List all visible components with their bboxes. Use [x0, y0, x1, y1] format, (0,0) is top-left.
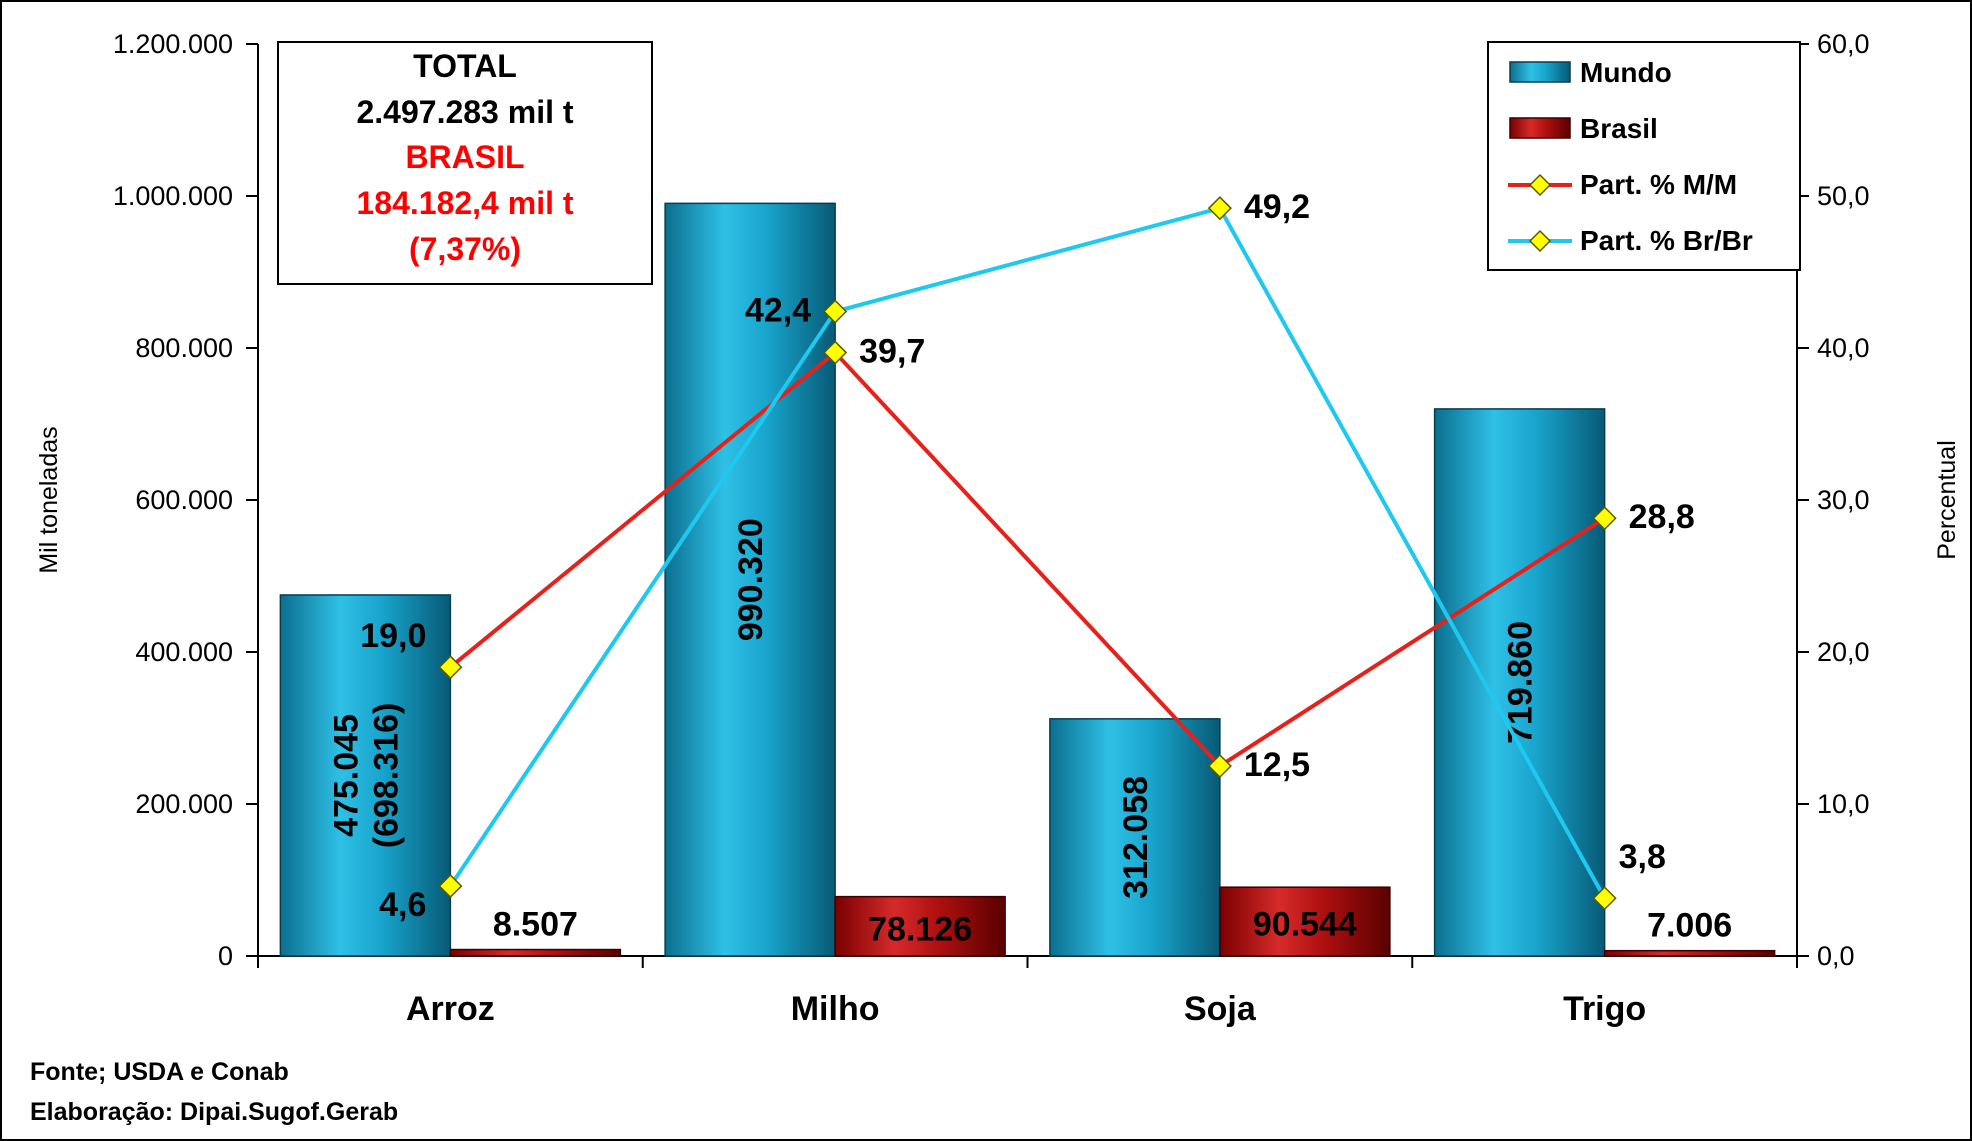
bar-label-mundo-arroz: 475.045 (698.316) [327, 703, 405, 849]
y-left-tick-label: 400.000 [135, 637, 233, 667]
point-label-brbr: 49,2 [1244, 188, 1310, 226]
point-label-brbr: 4,6 [379, 886, 426, 924]
legend-marker-mm [1528, 173, 1552, 197]
marker-brbr [1207, 196, 1232, 221]
category-label-soja: Soja [1184, 990, 1257, 1028]
y-axis-title-right: Percentual [1933, 440, 1961, 560]
info-box-brasil-label: BRASIL [405, 139, 524, 175]
point-label-mm: 39,7 [859, 333, 925, 371]
category-label-trigo: Trigo [1563, 990, 1646, 1028]
y-right-tick-label: 50,0 [1817, 181, 1870, 211]
y-right-tick-label: 40,0 [1817, 333, 1870, 363]
info-box-total-label: TOTAL [413, 48, 517, 84]
marker-brbr [438, 874, 463, 899]
bar-label-brasil-arroz: 8.507 [493, 906, 578, 944]
bar-label-mundo-line: 990.320 [732, 518, 770, 641]
point-label-mm: 19,0 [360, 617, 426, 655]
bar-brasil-milho [834, 895, 1006, 957]
info-box-border [277, 41, 653, 285]
bar-label-mundo-line: 312.058 [1117, 776, 1155, 899]
y-right-tick-label: 30,0 [1817, 485, 1870, 515]
bar-brasil-arroz [449, 948, 622, 957]
bar-mundo-arroz [279, 594, 452, 957]
legend-swatch-brasil [1509, 117, 1571, 139]
info-box-brasil-percent: (7,37%) [409, 231, 521, 267]
marker-mm [823, 340, 848, 365]
bar-brasil-trigo [1603, 949, 1776, 957]
legend-swatch-mundo [1509, 61, 1571, 83]
y-right-tick-label: 60,0 [1817, 29, 1870, 59]
marker-mm [1592, 506, 1617, 531]
marker-brbr [1592, 886, 1617, 911]
line-brbr [448, 205, 1607, 900]
y-right-tick-label: 20,0 [1817, 637, 1870, 667]
source-line-2: Elaboração: Dipai.Sugof.Gerab [30, 1098, 398, 1126]
legend-label-brasil: Brasil [1580, 113, 1658, 144]
bars [279, 202, 1776, 957]
point-label-brbr: 42,4 [745, 292, 811, 330]
bar-label-mundo-soja: 312.058 [1117, 776, 1155, 899]
right-ticks: 0,0 10,0 20,0 30,0 40,0 50,0 60,0 [1797, 29, 1870, 971]
marker-mm [1207, 753, 1232, 779]
point-label-brbr: 3,8 [1619, 838, 1666, 876]
left-ticks: 0 200.000 400.000 600.000 800.000 1.000.000 1.… [113, 29, 258, 971]
legend-label-mundo: Mundo [1580, 57, 1672, 88]
y-left-tick-label: 0 [218, 941, 233, 971]
category-label-arroz: Arroz [406, 990, 495, 1028]
marker-mm [438, 655, 463, 680]
y-left-tick-label: 1.000.000 [113, 181, 233, 211]
lines [448, 205, 1607, 900]
bar-label-brasil-trigo: 7.006 [1647, 907, 1732, 945]
bar-labels: 475.045 (698.316) 8.507 990.320 78.126 312.05… [327, 518, 1732, 948]
point-label-mm: 12,5 [1244, 746, 1310, 784]
legend-label-brbr: Part. % Br/Br [1580, 225, 1753, 256]
marker-brbr [823, 299, 848, 324]
info-box: TOTAL 2.497.283 mil t BRASIL 184.182,4 m… [277, 41, 653, 285]
bar-mundo-trigo [1433, 408, 1606, 957]
bar-label-mundo-line: (698.316) [367, 703, 405, 849]
bar-mundo-milho [664, 202, 836, 957]
legend-marker-brbr [1528, 229, 1552, 253]
line-labels: 19,0 39,7 12,5 28,8 4,6 42,4 49,2 3,8 [360, 188, 1695, 924]
y-left-tick-label: 1.200.000 [113, 29, 233, 59]
y-left-tick-label: 800.000 [135, 333, 233, 363]
y-left-tick-label: 600.000 [135, 485, 233, 515]
y-right-tick-label: 0,0 [1817, 941, 1855, 971]
y-right-tick-label: 10,0 [1817, 789, 1870, 819]
category-labels: Arroz Milho Soja Trigo [406, 990, 1646, 1028]
legend: Mundo Brasil Part. % M/M Part. % Br/Br [1487, 41, 1801, 271]
x-ticks [257, 956, 1798, 968]
bar-label-mundo-milho: 990.320 [732, 518, 770, 641]
legend-label-mm: Part. % M/M [1580, 169, 1737, 200]
category-label-milho: Milho [791, 990, 880, 1028]
info-box-total-value: 2.497.283 mil t [356, 94, 573, 130]
bar-mundo-soja [1049, 718, 1221, 957]
bar-label-mundo-line: 475.045 [327, 714, 365, 837]
line-mm [449, 349, 1606, 769]
y-left-tick-label: 200.000 [135, 789, 233, 819]
bar-label-brasil-milho: 78.126 [868, 910, 972, 948]
point-label-mm: 28,8 [1629, 498, 1695, 536]
source-line-1: Fonte; USDA e Conab [30, 1058, 289, 1086]
info-box-brasil-value: 184.182,4 mil t [356, 185, 573, 221]
bar-label-brasil-soja: 90.544 [1253, 906, 1357, 944]
y-axis-title-left: Mil toneladas [35, 426, 63, 573]
bar-brasil-soja [1219, 886, 1391, 957]
